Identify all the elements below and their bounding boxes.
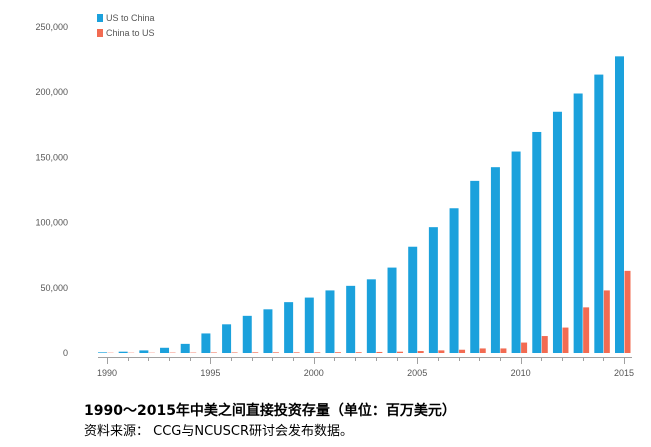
bar-us-to-china bbox=[573, 93, 583, 353]
bar-us-to-china bbox=[449, 208, 459, 353]
bar-china-to-us bbox=[459, 349, 466, 353]
bar-us-to-china bbox=[408, 246, 418, 353]
bar-us-to-china bbox=[490, 167, 500, 353]
y-axis: 0 50,000 100,000 150,000 200,000 250,000 bbox=[35, 22, 68, 358]
bar-china-to-us bbox=[293, 352, 300, 353]
bar-us-to-china bbox=[160, 347, 170, 353]
bar-china-to-us bbox=[438, 350, 445, 353]
bar-us-to-china bbox=[511, 151, 521, 353]
bar-china-to-us bbox=[231, 352, 238, 353]
y-tick-label: 50,000 bbox=[40, 283, 68, 293]
legend: US to China China to US bbox=[97, 13, 155, 38]
y-tick-label: 200,000 bbox=[35, 87, 68, 97]
x-axis: 1990 1995 2000 2005 2010 2015 bbox=[97, 357, 634, 378]
bar-china-to-us bbox=[521, 342, 528, 353]
bar-china-to-us bbox=[603, 290, 610, 353]
x-tick-label: 1990 bbox=[97, 368, 117, 378]
bar-china-to-us bbox=[417, 351, 424, 353]
bar-china-to-us bbox=[314, 352, 321, 353]
bar-us-to-china bbox=[366, 279, 376, 353]
bar-us-to-china bbox=[346, 285, 356, 353]
bar-us-to-china bbox=[242, 315, 252, 353]
x-tick-label: 2015 bbox=[614, 368, 634, 378]
bar-us-to-china bbox=[615, 56, 624, 354]
legend-label: US to China bbox=[106, 13, 155, 23]
legend-label: China to US bbox=[106, 28, 155, 38]
bar-us-to-china bbox=[263, 309, 273, 353]
figure-source-note: 资料来源： CCG与NCUSCR研讨会发布数据。 bbox=[84, 424, 354, 439]
bar-china-to-us bbox=[272, 352, 279, 353]
bar-us-to-china bbox=[428, 227, 438, 353]
bar-us-to-china bbox=[284, 302, 294, 353]
bar-china-to-us bbox=[334, 352, 341, 353]
bar-us-to-china bbox=[594, 74, 604, 353]
bar-us-to-china bbox=[552, 111, 562, 353]
bar-us-to-china bbox=[201, 333, 211, 353]
x-tick-label: 1995 bbox=[200, 368, 220, 378]
bar-us-to-china bbox=[470, 180, 480, 353]
bar-us-to-china bbox=[325, 290, 335, 353]
y-tick-label: 250,000 bbox=[35, 22, 68, 32]
bar-china-to-us bbox=[500, 348, 507, 353]
bar-us-to-china bbox=[222, 324, 232, 353]
bar-chart: 0 50,000 100,000 150,000 200,000 250,000 1990… bbox=[35, 13, 634, 378]
bar-china-to-us bbox=[583, 307, 590, 353]
bar-china-to-us bbox=[479, 348, 486, 353]
y-tick-label: 150,000 bbox=[35, 152, 68, 162]
bars bbox=[98, 56, 631, 354]
bar-us-to-china bbox=[180, 343, 190, 353]
bar-us-to-china bbox=[387, 267, 397, 353]
bar-us-to-china bbox=[98, 352, 107, 353]
y-tick-label: 0 bbox=[63, 348, 68, 358]
y-tick-label: 100,000 bbox=[35, 218, 68, 228]
legend-swatch bbox=[97, 29, 103, 37]
bar-china-to-us bbox=[624, 270, 631, 353]
bar-china-to-us bbox=[210, 352, 217, 353]
bar-us-to-china bbox=[304, 297, 314, 353]
figure-caption: 1990～2015年中美之间直接投资存量（单位：百万美元） bbox=[84, 403, 456, 419]
bar-china-to-us bbox=[252, 352, 259, 353]
x-tick-label: 2005 bbox=[407, 368, 427, 378]
bar-china-to-us bbox=[397, 351, 404, 353]
bar-china-to-us bbox=[541, 336, 548, 353]
bar-us-to-china bbox=[139, 350, 149, 353]
x-tick-label: 2000 bbox=[304, 368, 324, 378]
legend-swatch bbox=[97, 14, 103, 22]
x-tick-label: 2010 bbox=[511, 368, 531, 378]
bar-china-to-us bbox=[355, 352, 362, 353]
bar-china-to-us bbox=[376, 351, 383, 353]
bar-us-to-china bbox=[118, 351, 128, 353]
bar-china-to-us bbox=[562, 327, 569, 353]
bar-us-to-china bbox=[532, 131, 542, 353]
